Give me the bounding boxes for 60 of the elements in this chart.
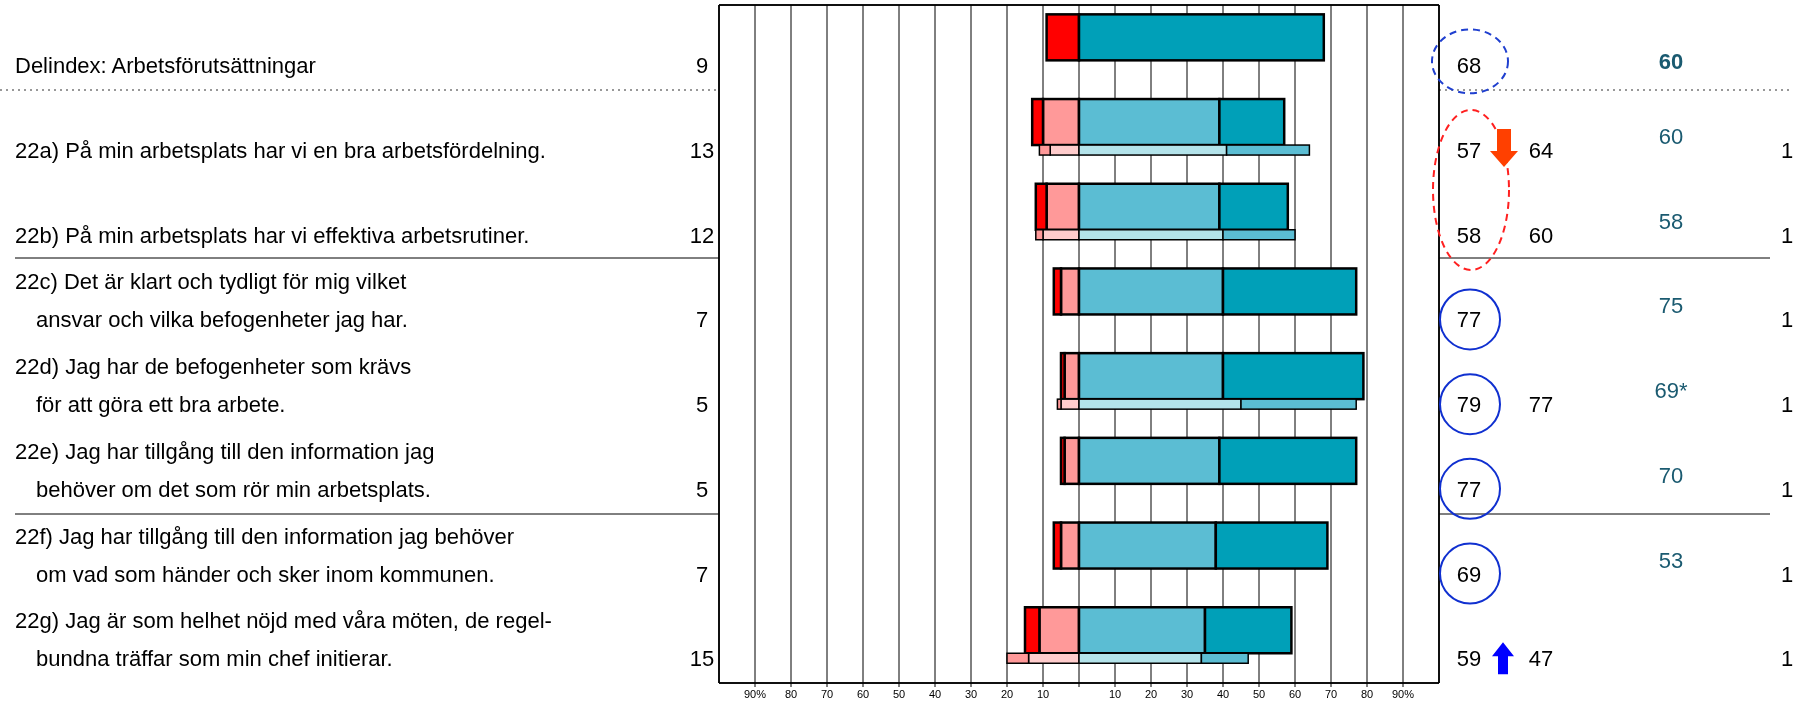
text: 60 (1658, 124, 1684, 150)
x-tick-label: 30 (1180, 688, 1194, 700)
y-tick-label: 22a) På min arbetsplats har vi en bra arbetsfördelning. (15, 138, 546, 164)
y-tick-label: 22g) Jag är som helhet nöjd med våra möten, de regel- bundna träffar som min chef initierar. (15, 608, 552, 672)
y-tick-label: 22d) Jag har de befogenheter som krävs för att göra ett bra arbete. (15, 354, 412, 418)
text: 1 (1780, 646, 1794, 672)
text: 60 (1528, 222, 1554, 248)
x-tick-label: 80 (784, 688, 798, 700)
text: 5 (695, 476, 709, 502)
text: 69* (1654, 378, 1688, 404)
text: 60 (1658, 49, 1684, 75)
text: 75 (1658, 293, 1684, 319)
text: 70 (1658, 462, 1684, 488)
y-tick-label: 22f) Jag har tillgång till den information jag behöver om vad som händer och sker inom kommunen. (15, 523, 514, 587)
x-tick-label: 70 (1324, 688, 1338, 700)
text: 77 (1456, 476, 1482, 502)
text: 58 (1658, 208, 1684, 234)
x-tick-label: 10 (1036, 688, 1050, 700)
x-tick-label: 60 (856, 688, 870, 700)
y-tick-label: 22e) Jag har tillgång till den information jag behöver om det som rör min arbetsplats. (15, 438, 435, 502)
x-tick-label: 40 (1216, 688, 1230, 700)
text: 12 (689, 222, 715, 248)
text: 77 (1528, 392, 1554, 418)
text: 68 (1456, 53, 1482, 79)
text: 1 (1780, 222, 1794, 248)
x-tick-label: 80 (1360, 688, 1374, 700)
y-tick-label: 22c) Det är klart och tydligt för mig vilket ansvar och vilka befogenheter jag har. (15, 269, 408, 333)
y-tick-label: 22b) På min arbetsplats har vi effektiva arbetsrutiner. (15, 222, 530, 248)
x-tick-label: 60 (1288, 688, 1302, 700)
text: 15 (689, 646, 715, 672)
y-tick-label: Delindex: Arbetsförutsättningar (15, 53, 316, 79)
x-tick-label: 10 (1108, 688, 1122, 700)
text: 1 (1780, 392, 1794, 418)
text: 5 (695, 392, 709, 418)
text: 13 (689, 138, 715, 164)
x-tick-label: 50 (892, 688, 906, 700)
text: 7 (695, 307, 709, 333)
x-tick-label: 50 (1252, 688, 1266, 700)
x-tick-label: 20 (1144, 688, 1158, 700)
text: 53 (1658, 547, 1684, 573)
text: 1 (1780, 561, 1794, 587)
text: 7 (695, 561, 709, 587)
text: 58 (1456, 222, 1482, 248)
x-tick-label: 90% (743, 688, 767, 700)
x-tick-label: 30 (964, 688, 978, 700)
text: 1 (1780, 138, 1794, 164)
text: 77 (1456, 307, 1482, 333)
text: 59 (1456, 646, 1482, 672)
text: 57 (1456, 138, 1482, 164)
text: 1 (1780, 476, 1794, 502)
x-tick-label: 70 (820, 688, 834, 700)
text: 9 (695, 53, 709, 79)
text: 79 (1456, 392, 1482, 418)
text: 64 (1528, 138, 1554, 164)
x-tick-label: 40 (928, 688, 942, 700)
text: 47 (1528, 646, 1554, 672)
x-tick-label: 90% (1391, 688, 1415, 700)
text: 1 (1780, 307, 1794, 333)
x-tick-label: 20 (1000, 688, 1014, 700)
text: 69 (1456, 561, 1482, 587)
